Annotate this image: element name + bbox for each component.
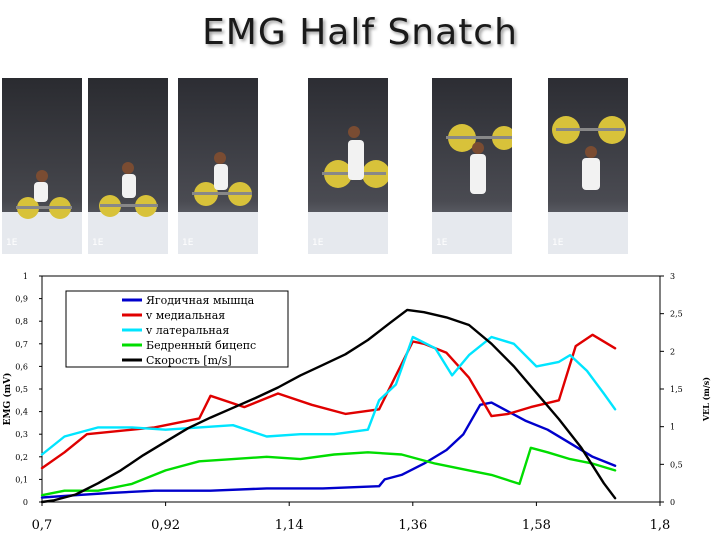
legend-box — [65, 290, 289, 368]
frame-label: 1E — [182, 238, 194, 248]
lift-photo-1: 1E — [2, 78, 82, 254]
y-tick-label: 1 — [23, 272, 28, 281]
y2-axis-label: VEL (m/s) — [701, 377, 711, 422]
y2-tick-label: 1 — [670, 423, 675, 432]
x-tick-label: 0,92 — [151, 518, 180, 533]
legend-entry: Ягодичная мышца — [146, 294, 255, 307]
lift-photo-3: 1E — [178, 78, 258, 254]
y-tick-label: 0,1 — [15, 475, 28, 484]
lift-photo-5: 1E — [432, 78, 512, 254]
x-tick-label: 1,8 — [650, 518, 671, 533]
legend-entry: Бедренный бицепс — [146, 339, 256, 352]
emg-chart: 0 0,1 0,2 0,3 0,4 0,5 0,6 0,7 0,8 0,9 1 0 0,5 1 1,5 2 2,… — [2, 272, 711, 533]
x-tick-label: 0,7 — [32, 518, 53, 533]
page-title: EMG Half Snatch — [202, 12, 518, 53]
chart-legend: Ягодичная мышца v медиальная v латеральная… — [65, 290, 289, 368]
x-tick-label: 1,36 — [398, 518, 427, 533]
y2-tick-label: 0,5 — [670, 460, 683, 469]
y-tick-label: 0,2 — [15, 453, 28, 462]
y-tick-label: 0,8 — [15, 317, 28, 326]
chart-series — [40, 308, 617, 504]
legend-entry: v латеральная — [145, 324, 229, 337]
lift-photo-2: 1E — [88, 78, 168, 254]
legend-entry: v медиальная — [145, 309, 225, 322]
series-line-1 — [40, 401, 617, 499]
y-tick-label: 0,4 — [15, 408, 28, 417]
frame-label: 1E — [436, 238, 448, 248]
y2-tick-label: 0 — [670, 498, 675, 507]
series-line-3 — [40, 335, 617, 456]
y-tick-label: 0,5 — [15, 385, 28, 394]
y-tick-label: 0,3 — [15, 430, 28, 439]
y2-tick-label: 3 — [670, 272, 675, 281]
y-axis-label: EMG (mV) — [2, 373, 13, 426]
y2-tick-label: 1,5 — [670, 385, 683, 394]
x-tick-label: 1,14 — [275, 518, 304, 533]
x-tick-label: 1,58 — [522, 518, 551, 533]
lift-photo-4: 1E — [308, 78, 388, 254]
frame-label: 1E — [552, 238, 564, 248]
y2-tick-label: 2,5 — [670, 310, 683, 319]
y-tick-label: 0 — [23, 498, 28, 507]
y-tick-label: 0,6 — [15, 362, 28, 371]
y-tick-label: 0,9 — [15, 295, 28, 304]
lift-photo-6: 1E — [548, 78, 628, 254]
series-line-5 — [40, 308, 617, 504]
legend-entry: Скорость [m/s] — [146, 354, 232, 367]
y2-tick-label: 2 — [670, 347, 675, 356]
series-line-2 — [40, 333, 617, 470]
frame-label: 1E — [312, 238, 324, 248]
series-line-4 — [40, 446, 617, 497]
y-tick-label: 0,7 — [15, 340, 28, 349]
frame-label: 1E — [6, 238, 18, 248]
chart-axes: 0 0,1 0,2 0,3 0,4 0,5 0,6 0,7 0,8 0,9 1 0 0,5 1 1,5 2 2,… — [2, 272, 711, 533]
frame-label: 1E — [92, 238, 104, 248]
